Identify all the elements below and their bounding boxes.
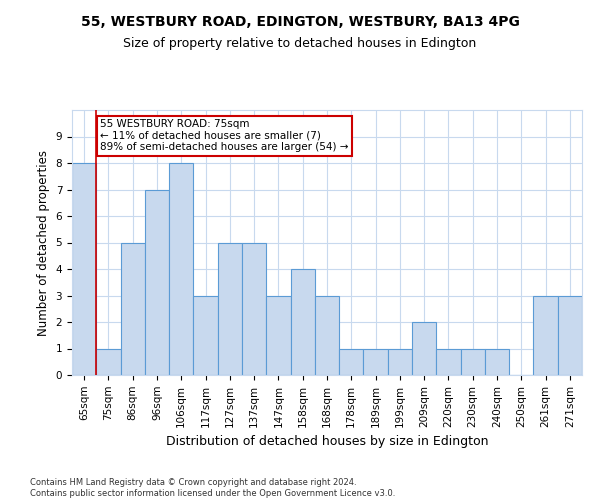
X-axis label: Distribution of detached houses by size in Edington: Distribution of detached houses by size … xyxy=(166,435,488,448)
Bar xyxy=(533,296,558,375)
Text: Contains HM Land Registry data © Crown copyright and database right 2024.
Contai: Contains HM Land Registry data © Crown c… xyxy=(30,478,395,498)
Y-axis label: Number of detached properties: Number of detached properties xyxy=(37,150,50,336)
Bar xyxy=(72,163,96,375)
Bar xyxy=(193,296,218,375)
Bar xyxy=(485,348,509,375)
Bar xyxy=(388,348,412,375)
Bar xyxy=(436,348,461,375)
Bar xyxy=(290,269,315,375)
Text: 55, WESTBURY ROAD, EDINGTON, WESTBURY, BA13 4PG: 55, WESTBURY ROAD, EDINGTON, WESTBURY, B… xyxy=(80,15,520,29)
Bar xyxy=(412,322,436,375)
Bar xyxy=(315,296,339,375)
Text: 55 WESTBURY ROAD: 75sqm
← 11% of detached houses are smaller (7)
89% of semi-det: 55 WESTBURY ROAD: 75sqm ← 11% of detache… xyxy=(100,120,349,152)
Bar xyxy=(96,348,121,375)
Bar xyxy=(145,190,169,375)
Bar xyxy=(242,242,266,375)
Bar xyxy=(558,296,582,375)
Bar xyxy=(121,242,145,375)
Bar xyxy=(339,348,364,375)
Bar xyxy=(266,296,290,375)
Bar xyxy=(364,348,388,375)
Bar xyxy=(461,348,485,375)
Bar xyxy=(169,163,193,375)
Text: Size of property relative to detached houses in Edington: Size of property relative to detached ho… xyxy=(124,38,476,51)
Bar xyxy=(218,242,242,375)
